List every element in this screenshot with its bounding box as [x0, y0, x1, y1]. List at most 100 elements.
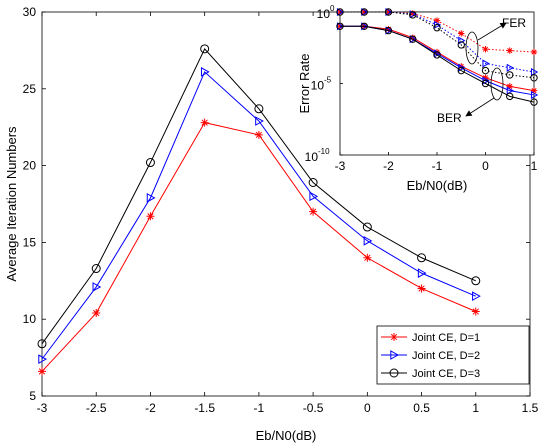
ber-label: BER [437, 111, 462, 125]
data-point [200, 44, 210, 54]
legend-label: Joint CE, D=1 [412, 332, 480, 344]
inset-annotations: FER BER [437, 16, 526, 125]
inset-x-tick-label: 1 [531, 159, 538, 173]
inset-data-point [360, 8, 368, 16]
inset-data-point [384, 8, 393, 16]
y-tick-label: 20 [23, 159, 37, 173]
inset-data-point [530, 87, 538, 94]
data-point [92, 282, 102, 292]
tick-base: 10 [311, 79, 325, 93]
x-tick-label: 0 [364, 401, 371, 415]
series-1 [38, 118, 480, 376]
series-line [41, 47, 476, 345]
data-point [38, 367, 46, 376]
inset-x-tick-label: -2 [383, 159, 394, 173]
data-point [471, 276, 481, 286]
inset-data-point [336, 22, 344, 30]
inset-axes-box [339, 11, 535, 156]
legend-entry: Joint CE, D=3 [381, 368, 480, 380]
x-tick-label: -1.5 [194, 401, 215, 415]
inset-series-line [340, 25, 535, 103]
x-tick-label: 1.5 [522, 401, 539, 415]
legend-marker [390, 333, 398, 341]
legend-marker [390, 350, 400, 360]
x-tick-label: -1 [254, 401, 265, 415]
inset-data-point [336, 8, 344, 16]
inset-x-tick-label: -1 [432, 159, 443, 173]
inset-data-point [506, 63, 514, 72]
inset-data-point [530, 74, 538, 82]
data-point [146, 193, 156, 203]
inset-data-point [506, 83, 513, 90]
data-point [362, 222, 372, 232]
ber-ellipse [490, 67, 504, 101]
data-point [417, 268, 427, 278]
inset-data-point [530, 98, 538, 106]
inset-data-point [457, 41, 465, 49]
fer-label: FER [502, 16, 526, 30]
series-3 [37, 44, 481, 349]
inset-data-point [336, 22, 345, 31]
inset-series-line [340, 11, 535, 79]
inset-data-point [530, 68, 539, 77]
tick-exponent: -5 [324, 76, 332, 85]
inset-data-point [458, 30, 465, 37]
x-tick-label: 1 [472, 401, 479, 415]
inset-data-point [409, 35, 417, 43]
inset-data-point [409, 11, 417, 19]
tick-base: 10 [305, 150, 319, 164]
inset-data-point [506, 92, 514, 101]
data-point [255, 116, 264, 126]
inset-data-point [336, 7, 345, 17]
legend: Joint CE, D=1 Joint CE, D=2 Joint CE, D=3 [376, 325, 530, 385]
tick-exponent: -10 [318, 147, 330, 156]
data-point [145, 158, 155, 168]
ber-arrow [465, 97, 495, 117]
inset-data-point [482, 59, 490, 68]
data-point [92, 309, 101, 318]
inset-y-axis-label: Error Rate [297, 54, 312, 114]
data-point [309, 207, 318, 216]
inset-data-point [433, 17, 441, 24]
inset-x-tick-label: -3 [335, 159, 346, 173]
inset-y-tick-label: 10 -10 [305, 147, 330, 164]
legend-entry: Joint CE, D=2 [381, 350, 480, 362]
inset-data-point [482, 76, 490, 85]
data-point [417, 253, 427, 263]
inset-x-tick-label: 0 [482, 159, 489, 173]
fer-ellipse [465, 31, 479, 65]
inset-y-tick-label: 10 -5 [311, 76, 332, 93]
x-tick-label: -2.5 [86, 401, 107, 415]
inset-data-point [409, 35, 417, 44]
legend-label: Joint CE, D=2 [412, 350, 480, 362]
data-point [37, 339, 47, 349]
data-point [146, 212, 155, 221]
x-tick-label: -2 [145, 401, 156, 415]
inset-data-point [482, 45, 489, 53]
legend-marker [389, 368, 399, 378]
inset-x-axis-label: Eb/N0(dB) [407, 178, 468, 193]
data-point [472, 291, 481, 302]
data-point [363, 236, 373, 246]
inset-data-point [433, 51, 441, 59]
y-tick-label: 5 [29, 389, 36, 403]
main-chart: -3 -2.5 -2 -1.5 -1 -0.5 0 0.5 1 1.551015202530Eb/… [4, 5, 539, 443]
inset-data-point [481, 79, 490, 88]
data-point [417, 284, 426, 293]
y-tick-label: 25 [23, 82, 37, 96]
data-point [308, 177, 318, 187]
inset-data-point [385, 8, 392, 16]
inset-series-3 [336, 8, 538, 82]
tick-base: 10 [317, 7, 331, 21]
inset-data-point [506, 71, 514, 79]
data-point [363, 253, 372, 262]
inset-data-point [384, 26, 393, 35]
inset-data-point [506, 47, 513, 54]
data-point [38, 354, 48, 364]
inset-data-point [530, 90, 539, 99]
inset-data-point [433, 20, 442, 29]
series-line [41, 71, 476, 360]
inset-data-point [482, 74, 489, 81]
x-tick-label: 0.5 [413, 401, 430, 415]
